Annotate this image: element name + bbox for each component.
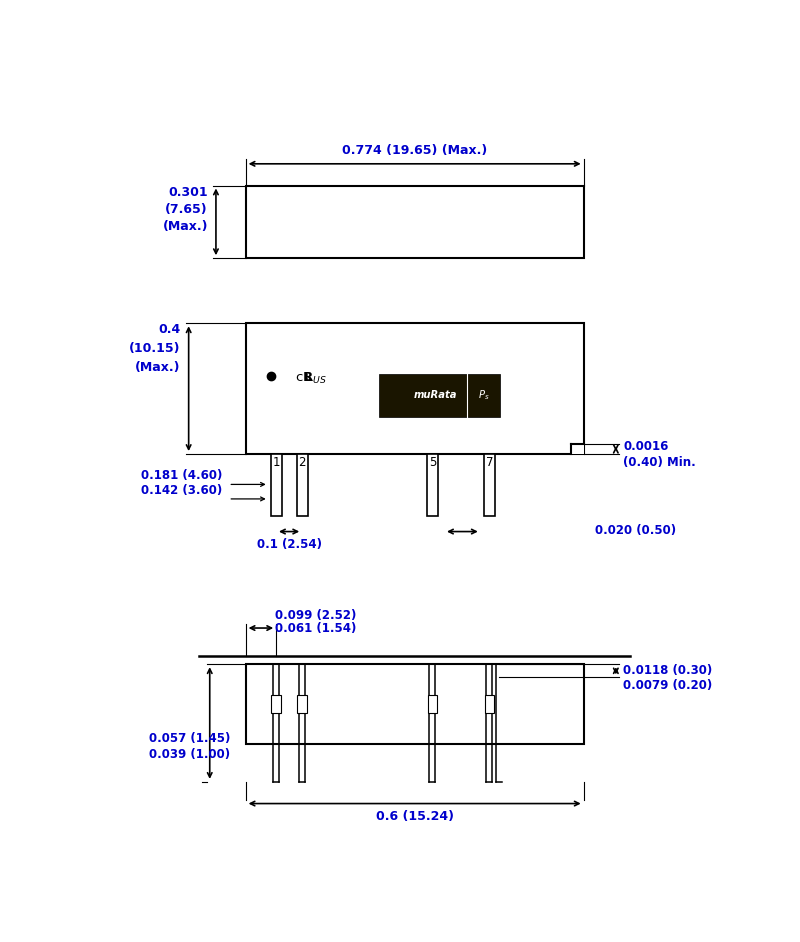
Text: 0.0016: 0.0016 xyxy=(623,440,669,453)
Bar xyxy=(298,695,306,713)
Bar xyxy=(271,695,281,713)
Bar xyxy=(484,454,495,515)
Bar xyxy=(426,454,438,515)
Text: 0.039 (1.00): 0.039 (1.00) xyxy=(149,748,230,761)
Bar xyxy=(246,664,584,744)
Text: 0.774 (19.65) (Max.): 0.774 (19.65) (Max.) xyxy=(342,144,487,157)
Text: (7.65): (7.65) xyxy=(166,203,208,216)
Text: 0.6 (15.24): 0.6 (15.24) xyxy=(376,810,454,823)
Text: 7: 7 xyxy=(486,456,493,469)
Text: 0.0118 (0.30): 0.0118 (0.30) xyxy=(623,664,713,677)
Text: 0.099 (2.52): 0.099 (2.52) xyxy=(274,609,356,623)
Text: (Max.): (Max.) xyxy=(162,220,208,234)
Text: 0.1 (2.54): 0.1 (2.54) xyxy=(257,538,322,551)
Text: 1: 1 xyxy=(272,456,280,469)
Bar xyxy=(246,323,584,454)
Text: muRata: muRata xyxy=(414,390,458,399)
Text: 0.061 (1.54): 0.061 (1.54) xyxy=(274,623,356,635)
Text: (10.15): (10.15) xyxy=(129,342,181,355)
Bar xyxy=(379,374,500,417)
Bar xyxy=(485,695,494,713)
Text: 0.0079 (0.20): 0.0079 (0.20) xyxy=(623,679,713,691)
Text: 0.057 (1.45): 0.057 (1.45) xyxy=(149,732,230,745)
Bar xyxy=(571,444,584,454)
Text: 0.020 (0.50): 0.020 (0.50) xyxy=(594,524,676,537)
Text: (Max.): (Max.) xyxy=(135,361,181,374)
Text: 0.181 (4.60): 0.181 (4.60) xyxy=(141,469,222,482)
Bar xyxy=(297,454,308,515)
Text: $\mathrm{c}\mathbf{R\!\!\!\!L}_{US}$: $\mathrm{c}\mathbf{R\!\!\!\!L}_{US}$ xyxy=(295,370,326,386)
Text: 2: 2 xyxy=(298,456,306,469)
Bar xyxy=(246,186,584,258)
Text: 0.4: 0.4 xyxy=(158,323,181,336)
Text: 0.301: 0.301 xyxy=(168,186,208,199)
Text: 0.142 (3.60): 0.142 (3.60) xyxy=(141,484,222,496)
Bar xyxy=(270,454,282,515)
Text: $P_s$: $P_s$ xyxy=(478,388,490,401)
Bar xyxy=(428,695,437,713)
Text: (0.40) Min.: (0.40) Min. xyxy=(623,456,696,469)
Text: 5: 5 xyxy=(429,456,436,469)
